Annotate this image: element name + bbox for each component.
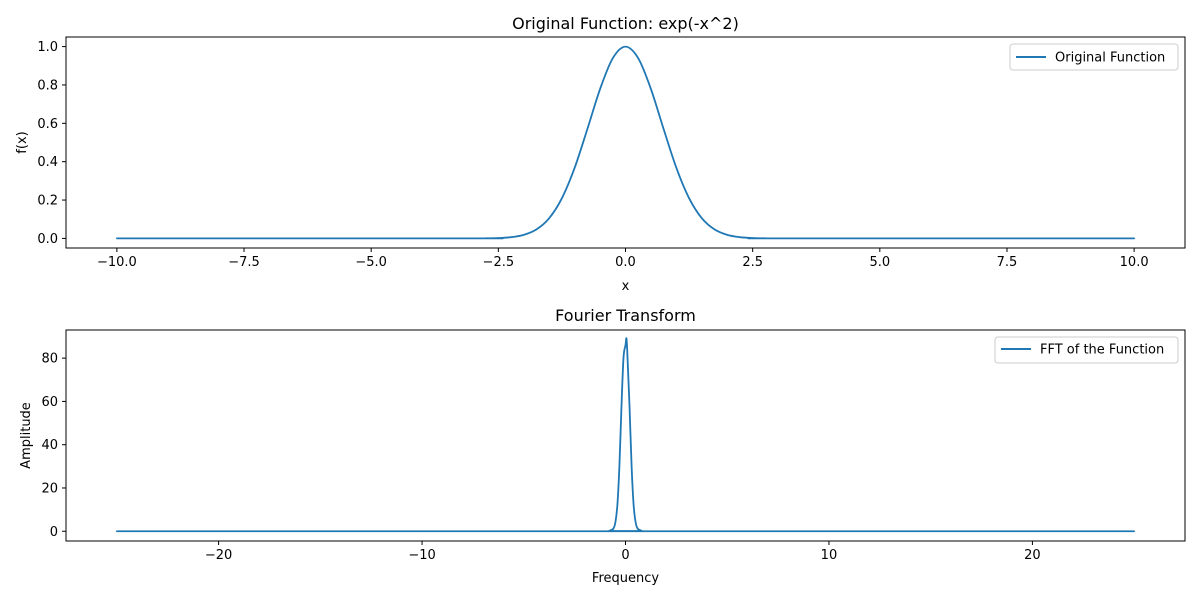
x-tick-label: −5.0 xyxy=(355,255,387,270)
series-layer xyxy=(115,337,1136,533)
series-line-0 xyxy=(115,45,1136,240)
x-axis-ticks: −10.0 −7.5 −5.0 −2.5 0.0 2.5 5.0 7.5 10.0 xyxy=(97,248,1149,270)
y-tick-label: 40 xyxy=(41,438,58,453)
y-tick-label: 0.8 xyxy=(37,78,58,93)
x-tick-label: 2.5 xyxy=(742,255,763,270)
chart-title: Original Function: exp(-x^2) xyxy=(512,14,739,33)
x-tick-label: 10.0 xyxy=(1120,255,1149,270)
x-tick-label: −2.5 xyxy=(483,255,515,270)
y-tick-label: 80 xyxy=(41,352,58,367)
y-tick-label: 0 xyxy=(50,525,58,540)
chart-title: Fourier Transform xyxy=(555,306,696,325)
y-tick-label: 0.4 xyxy=(37,155,58,170)
x-tick-label: −10.0 xyxy=(97,255,137,270)
x-axis-label: Frequency xyxy=(592,571,659,586)
y-tick-label: 60 xyxy=(41,395,58,410)
x-tick-label: −20 xyxy=(205,548,232,563)
x-tick-label: −7.5 xyxy=(228,255,260,270)
y-axis-ticks: 0 20 40 60 80 xyxy=(41,352,66,540)
x-axis-label: x xyxy=(622,279,630,294)
y-tick-label: 0.6 xyxy=(37,117,58,132)
series-line-0 xyxy=(115,337,1136,533)
series-layer xyxy=(115,45,1136,240)
legend-box xyxy=(994,336,1179,364)
x-tick-label: −10 xyxy=(408,548,435,563)
legend-label: FFT of the Function xyxy=(1040,343,1164,358)
y-tick-label: 0.0 xyxy=(37,232,58,247)
x-tick-label: 0 xyxy=(621,548,629,563)
legend: FFT of the Function xyxy=(994,336,1179,364)
legend-box xyxy=(1009,43,1179,71)
y-tick-label: 1.0 xyxy=(37,40,58,55)
chart-original-function: Original Function: exp(-x^2) −10.0 −7.5 −5… xyxy=(15,14,1186,294)
y-axis-label: f(x) xyxy=(15,131,30,153)
y-tick-label: 20 xyxy=(41,481,58,496)
y-axis-ticks: 0.0 0.2 0.4 0.6 0.8 1.0 xyxy=(37,40,66,247)
x-tick-label: 10 xyxy=(821,548,838,563)
x-axis-ticks: −20 −10 0 10 20 xyxy=(205,541,1041,563)
x-tick-label: 5.0 xyxy=(869,255,890,270)
x-tick-label: 20 xyxy=(1024,548,1041,563)
x-tick-label: 0.0 xyxy=(615,255,636,270)
legend: Original Function xyxy=(1009,43,1179,71)
legend-label: Original Function xyxy=(1055,51,1165,66)
y-tick-label: 0.2 xyxy=(37,194,58,209)
y-axis-label: Amplitude xyxy=(19,402,34,469)
x-tick-label: 7.5 xyxy=(997,255,1018,270)
chart-fourier-transform: Fourier Transform −20 −10 0 10 20 020406080 … xyxy=(19,306,1186,586)
